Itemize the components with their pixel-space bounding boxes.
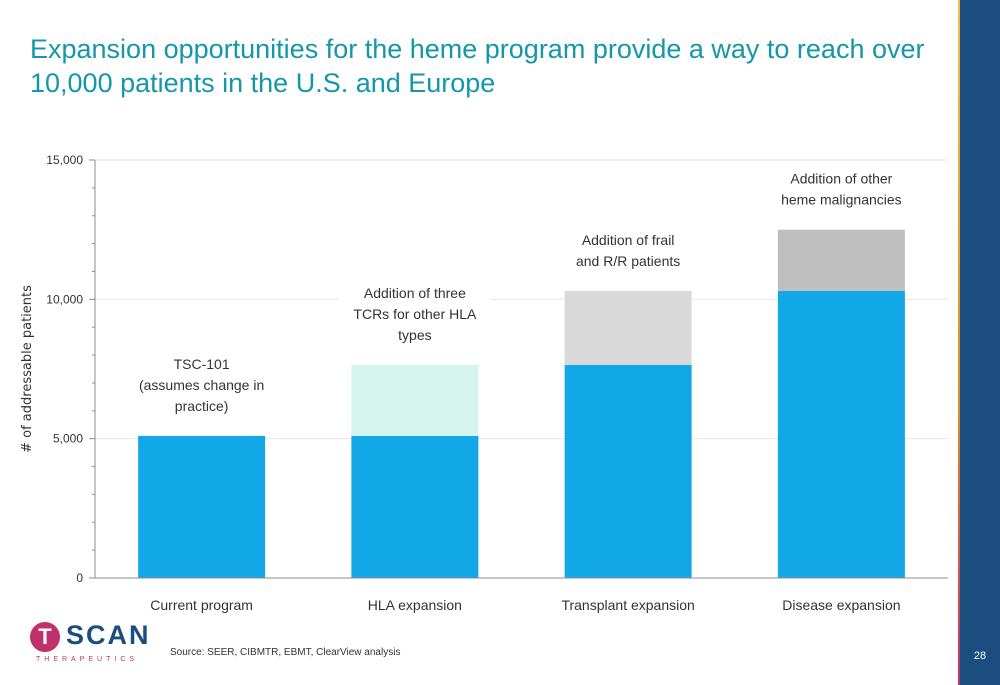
bar-segment-4 <box>564 290 692 365</box>
annotation-background-3 <box>765 166 918 219</box>
logo-mark-letter: T <box>38 624 52 649</box>
annotation-2-line-0: Addition of frail <box>582 232 675 248</box>
y-tick-label-2: 10,000 <box>46 292 83 306</box>
annotation-background-0 <box>125 351 278 425</box>
annotation-3-line-0: Addition of other <box>790 171 892 187</box>
x-category-label-3: Disease expansion <box>782 597 900 613</box>
annotation-background-2 <box>552 227 705 280</box>
logo-subtitle: THERAPEUTICS <box>36 656 139 663</box>
annotation-0-line-1: (assumes change in <box>139 377 264 393</box>
y-tick-label-3: 15,000 <box>46 153 83 167</box>
annotation-3-line-1: heme malignancies <box>781 192 902 208</box>
title-line-2: 10,000 patients in the U.S. and Europe <box>30 68 496 98</box>
annotation-1-line-1: TCRs for other HLA <box>353 306 477 322</box>
bar-segment-3 <box>564 364 692 578</box>
logo-circle-icon <box>30 622 60 652</box>
source-note: Source: SEER, CIBMTR, EBMT, ClearView an… <box>170 647 401 658</box>
bar-segment-0 <box>138 435 266 578</box>
annotation-1-line-0: Addition of three <box>364 285 466 301</box>
bar-segment-6 <box>777 229 905 291</box>
annotation-0-line-2: practice) <box>175 398 229 414</box>
bar-segment-1 <box>351 435 479 578</box>
sidebar-accent-stripe <box>958 0 961 685</box>
logo-word: SCAN <box>66 620 151 650</box>
bar-segment-5 <box>777 290 905 578</box>
page-title: Expansion opportunities for the heme pro… <box>30 32 930 100</box>
annotation-1-line-2: types <box>398 327 431 343</box>
x-category-label-2: Transplant expansion <box>561 597 694 613</box>
tscan-logo: T SCAN THERAPEUTICS <box>30 620 150 670</box>
annotation-2-line-1: and R/R patients <box>576 253 680 269</box>
title-line-1: Expansion opportunities for the heme pro… <box>30 34 925 64</box>
x-category-label-0: Current program <box>150 597 253 613</box>
x-category-label-1: HLA expansion <box>368 597 462 613</box>
sidebar-band <box>960 0 1000 685</box>
y-tick-label-1: 5,000 <box>53 432 83 446</box>
bar-segment-2 <box>351 364 479 436</box>
annotation-background-1 <box>338 280 491 354</box>
y-axis-label: # of addressable patients <box>20 285 35 453</box>
stacked-bar-chart: 0 5,000 10,000 15,000 # of addressable patie… <box>20 153 948 613</box>
page-number: 28 <box>973 650 987 662</box>
y-tick-label-0: 0 <box>76 571 83 585</box>
annotation-0-line-0: TSC-101 <box>174 356 230 372</box>
